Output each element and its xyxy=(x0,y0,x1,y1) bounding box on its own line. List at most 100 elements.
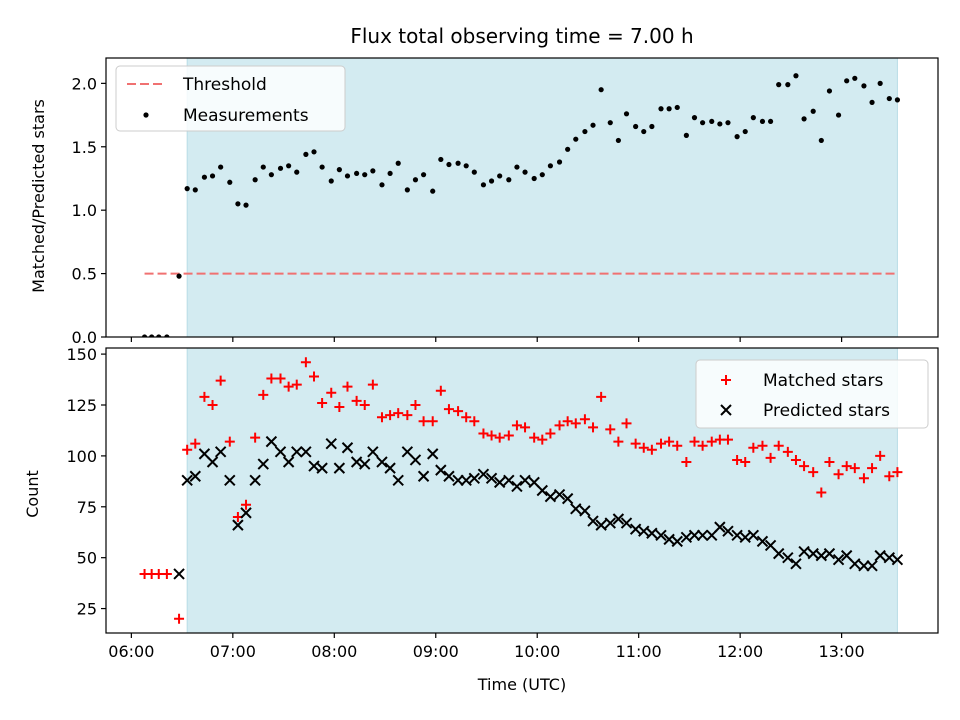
data-point xyxy=(841,461,852,472)
data-point xyxy=(341,442,354,454)
data-point xyxy=(520,422,531,433)
data-point xyxy=(883,551,896,564)
data-point xyxy=(511,420,522,431)
data-point xyxy=(410,400,421,410)
data-point xyxy=(892,467,903,478)
data-point xyxy=(720,404,732,416)
data-point xyxy=(494,432,505,443)
data-point xyxy=(350,456,363,468)
data-point xyxy=(612,513,625,525)
data-point xyxy=(218,164,224,170)
data-point xyxy=(579,505,591,517)
data-point xyxy=(260,164,266,170)
data-point xyxy=(734,134,740,140)
data-point xyxy=(700,120,706,126)
data-point xyxy=(427,448,439,460)
data-point xyxy=(607,120,613,126)
data-point xyxy=(536,484,549,497)
x-tick-label: 08:00 xyxy=(311,642,357,661)
data-point xyxy=(384,462,396,474)
data-point xyxy=(799,461,810,472)
data-point xyxy=(189,470,201,482)
x-tick-label: 12:00 xyxy=(717,642,763,661)
data-point xyxy=(511,480,523,493)
data-point xyxy=(258,389,269,400)
data-point xyxy=(615,137,621,144)
data-point xyxy=(867,463,878,474)
data-point xyxy=(598,87,604,93)
data-point xyxy=(300,357,311,368)
data-point xyxy=(613,436,624,447)
data-point xyxy=(573,136,579,142)
top-y-axis-label: Matched/Predicted stars xyxy=(29,99,48,293)
data-point xyxy=(435,385,446,396)
y-tick-label: 150 xyxy=(66,345,97,364)
data-point xyxy=(891,554,904,566)
data-point xyxy=(333,462,346,474)
legend-box xyxy=(695,359,929,429)
chart-title: Flux total observing time = 7.00 h xyxy=(350,24,693,48)
data-point xyxy=(875,450,886,461)
data-point xyxy=(173,568,185,580)
data-point xyxy=(773,440,784,451)
data-point xyxy=(412,177,419,183)
x-tick-label: 10:00 xyxy=(514,642,560,661)
data-point xyxy=(757,440,768,451)
data-point xyxy=(531,175,537,182)
data-point xyxy=(539,172,545,178)
data-point xyxy=(808,467,819,478)
data-point xyxy=(529,432,540,443)
data-point xyxy=(638,525,650,537)
data-point xyxy=(367,446,379,458)
data-point xyxy=(604,517,616,529)
legend-measurements-swatch xyxy=(143,112,149,118)
data-point xyxy=(326,387,337,398)
data-point xyxy=(649,123,655,130)
data-point xyxy=(227,179,233,185)
data-point xyxy=(547,163,554,169)
data-point xyxy=(460,474,472,487)
data-point xyxy=(849,463,860,474)
data-point xyxy=(545,428,556,439)
data-point xyxy=(224,436,235,447)
data-point xyxy=(793,73,799,79)
data-point xyxy=(688,529,701,541)
data-point xyxy=(587,515,599,527)
data-point xyxy=(291,379,302,390)
data-point xyxy=(835,112,842,118)
data-point xyxy=(579,414,590,425)
data-point xyxy=(181,474,193,487)
data-point xyxy=(519,474,531,487)
data-point xyxy=(858,473,869,484)
axes-frame xyxy=(105,347,939,634)
x-tick-label: 11:00 xyxy=(616,642,662,661)
data-point xyxy=(199,391,210,402)
data-point xyxy=(209,173,216,179)
data-point xyxy=(816,487,827,498)
data-point xyxy=(224,474,236,487)
data-point xyxy=(455,160,461,166)
data-point xyxy=(266,373,277,384)
data-point xyxy=(250,432,261,443)
data-point xyxy=(161,568,172,579)
data-point xyxy=(291,446,303,458)
data-point xyxy=(438,156,444,163)
legend-measurements-label: Measurements xyxy=(183,106,309,126)
data-point xyxy=(582,128,588,135)
y-tick-label: 1.5 xyxy=(72,138,97,157)
data-point xyxy=(334,402,345,413)
legend-matched-label: Matched stars xyxy=(763,371,883,391)
series-predicted-stars xyxy=(173,435,904,580)
y-tick-label: 75 xyxy=(77,498,97,517)
data-point xyxy=(176,273,182,279)
y-tick-label: 0.5 xyxy=(72,265,97,284)
x-tick-label: 13:00 xyxy=(819,642,865,661)
data-point xyxy=(747,529,760,541)
data-point xyxy=(554,420,565,431)
data-point xyxy=(782,446,793,457)
y-tick-label: 100 xyxy=(66,447,97,466)
legend: Threshold Measurements xyxy=(115,65,346,132)
data-point xyxy=(869,99,875,105)
x-tick-label: 09:00 xyxy=(413,642,459,661)
